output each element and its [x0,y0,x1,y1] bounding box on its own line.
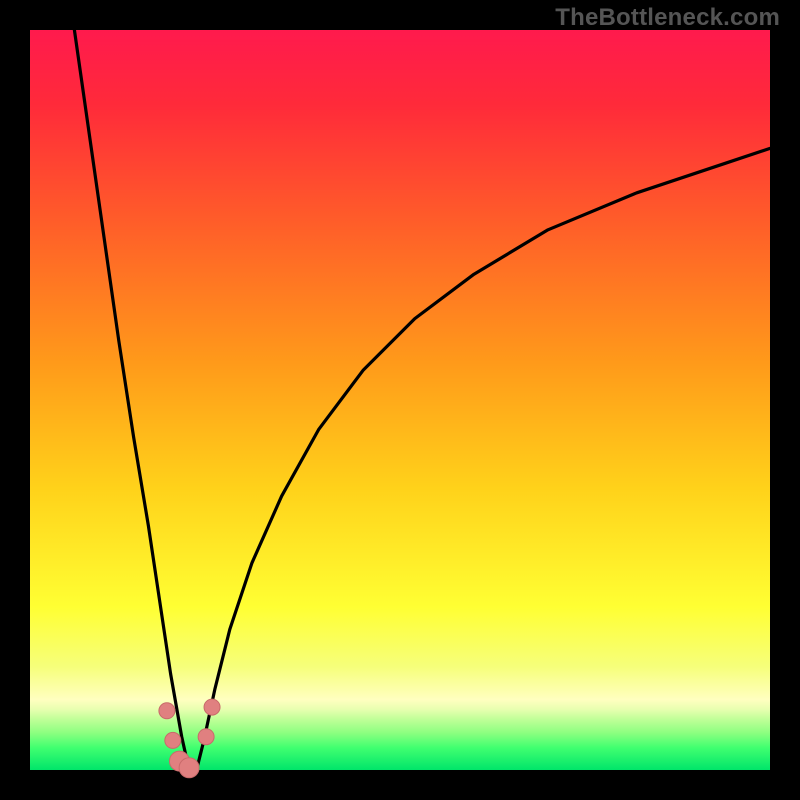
data-marker [198,729,214,745]
plot-background [30,30,770,770]
data-marker [165,732,181,748]
data-marker [179,758,199,778]
data-marker [159,703,175,719]
data-marker [204,699,220,715]
bottleneck-chart [0,0,800,800]
watermark-text: TheBottleneck.com [555,4,780,32]
